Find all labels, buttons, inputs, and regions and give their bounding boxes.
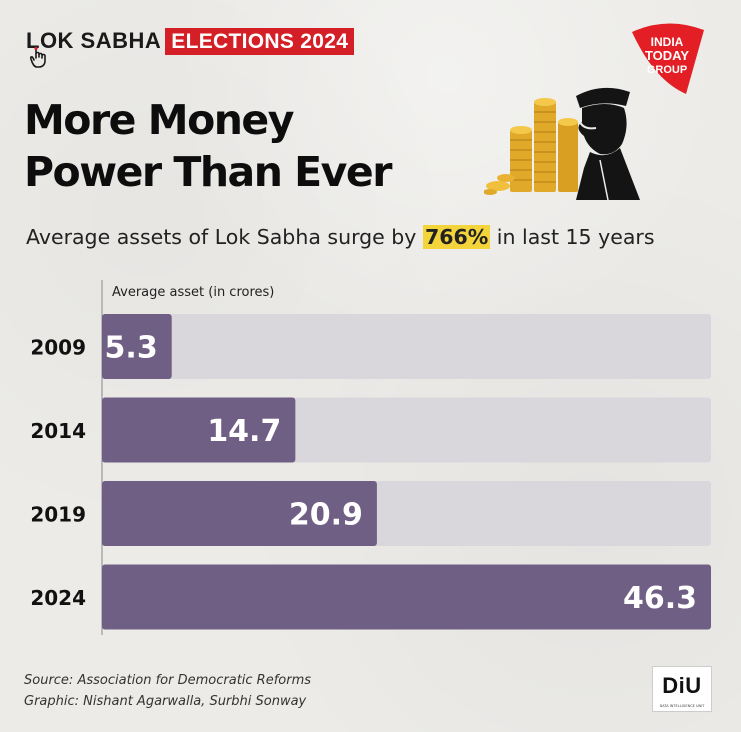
- logo-india: INDIA: [651, 35, 684, 49]
- value-label-2009: 5.3: [105, 331, 158, 366]
- brand-elections-2024: ELECTIONS 2024: [165, 27, 355, 55]
- voting-hand-icon: [30, 46, 46, 68]
- bar-2014: [102, 397, 296, 463]
- brand-lok-sabha: LOK SABHA: [26, 28, 162, 53]
- bar-2009: [102, 314, 172, 379]
- category-label-2024: 2024: [30, 586, 86, 610]
- source-credit: Source: Association for Democratic Refor…: [24, 673, 312, 688]
- value-label-2019: 20.9: [289, 498, 363, 533]
- bar-2024: [102, 564, 711, 630]
- category-label-2019: 2019: [30, 503, 86, 527]
- subtitle-text-before: Average assets of Lok Sabha surge by: [26, 225, 423, 249]
- coins-politician-illustration: [484, 87, 640, 200]
- value-label-2024: 46.3: [623, 581, 697, 616]
- india-today-group-logo: INDIA TODAY GROUP: [632, 23, 704, 94]
- election-brand: LOK SABHA ELECTIONS 2024: [26, 27, 355, 68]
- coin-stacks: [484, 98, 578, 195]
- value-label-2014: 14.7: [207, 414, 281, 449]
- headline-line-1: More Money: [24, 96, 294, 144]
- assets-bar-chart: Average asset (in crores) 5.3 2009 14.7 201…: [30, 280, 711, 635]
- headline: More Money Power Than Ever: [24, 94, 392, 198]
- logo-today: TODAY: [645, 48, 689, 63]
- subtitle: Average assets of Lok Sabha surge by 766…: [26, 225, 655, 249]
- logo-group: GROUP: [647, 64, 687, 76]
- bar-2019: [102, 481, 377, 546]
- subtitle-highlight-percent: 766%: [422, 225, 491, 249]
- subtitle-text-after: in last 15 years: [490, 225, 655, 249]
- category-label-2009: 2009: [30, 336, 86, 360]
- graphic-credit: Graphic: Nishant Agarwalla, Surbhi Sonwa…: [24, 694, 307, 709]
- headline-line-2: Power Than Ever: [24, 148, 392, 196]
- diu-logo-text: DiU: [662, 673, 702, 698]
- footer-credits: Source: Association for Democratic Refor…: [24, 670, 311, 712]
- diu-logo-subtext: DATA INTELLIGENCE UNIT: [659, 704, 705, 708]
- bar-track-2009: [102, 314, 711, 379]
- diu-logo: DiU DATA INTELLIGENCE UNIT: [652, 666, 712, 712]
- axis-label: Average asset (in crores): [112, 285, 274, 300]
- category-label-2014: 2014: [30, 419, 86, 443]
- bars-group: 5.3 2009 14.7 2014 20.9 2019 46.3 2024: [30, 314, 711, 630]
- politician-silhouette: [576, 87, 640, 200]
